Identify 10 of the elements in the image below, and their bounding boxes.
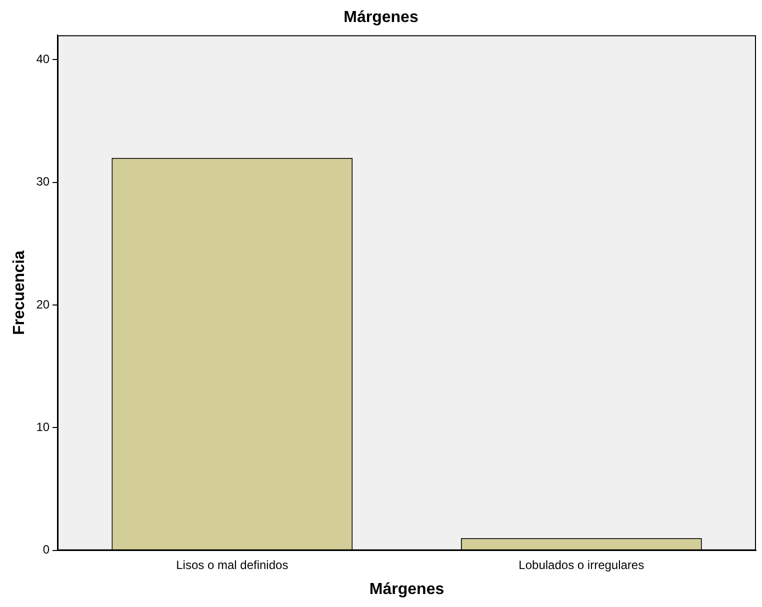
y-tick-label: 40 xyxy=(36,52,50,66)
y-axis-title: Frecuencia xyxy=(11,250,28,336)
y-tick-label: 30 xyxy=(36,174,50,189)
x-tick-label: Lobulados o irregulares xyxy=(518,558,644,572)
y-tick-label: 10 xyxy=(36,420,50,434)
chart-title: Márgenes xyxy=(344,9,418,26)
y-tick-label: 20 xyxy=(36,297,50,312)
x-axis-title: Márgenes xyxy=(369,580,444,598)
y-tick-label: 0 xyxy=(42,542,50,557)
x-tick-label: Lisos o mal definidos xyxy=(176,558,288,572)
